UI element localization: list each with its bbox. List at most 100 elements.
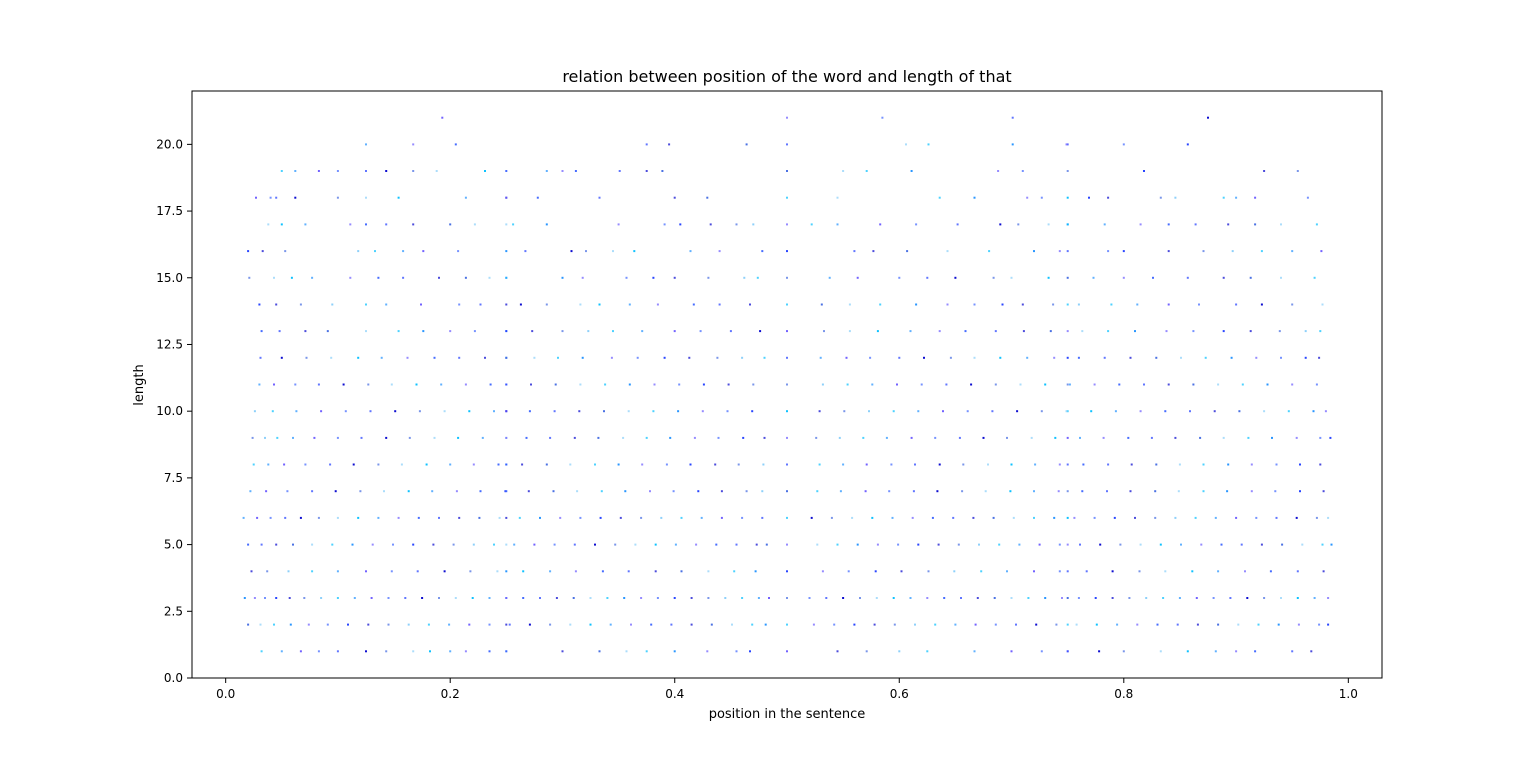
data-point bbox=[962, 463, 965, 466]
data-point bbox=[786, 223, 788, 226]
data-point bbox=[554, 383, 557, 386]
data-point bbox=[247, 250, 250, 253]
data-point bbox=[970, 383, 973, 386]
data-point bbox=[786, 196, 788, 199]
data-point bbox=[404, 597, 407, 599]
data-point bbox=[243, 597, 246, 599]
data-point bbox=[690, 623, 693, 626]
data-point bbox=[984, 490, 987, 493]
data-point bbox=[938, 196, 941, 199]
data-point bbox=[407, 623, 410, 626]
data-point bbox=[1103, 356, 1106, 359]
data-point bbox=[699, 330, 702, 333]
data-point bbox=[458, 356, 461, 359]
data-point bbox=[1291, 650, 1294, 653]
data-point bbox=[820, 303, 823, 306]
data-point bbox=[472, 463, 475, 466]
data-point bbox=[1178, 463, 1181, 466]
data-point bbox=[1092, 276, 1095, 279]
data-point bbox=[910, 436, 913, 439]
data-point bbox=[1306, 196, 1309, 199]
data-point bbox=[821, 570, 824, 573]
data-point bbox=[627, 570, 630, 573]
data-point bbox=[1119, 543, 1122, 546]
data-point bbox=[761, 490, 764, 493]
data-point bbox=[294, 383, 297, 386]
data-point bbox=[812, 623, 815, 626]
data-point bbox=[1244, 570, 1246, 573]
y-tick-label: 20.0 bbox=[156, 137, 183, 151]
data-point bbox=[259, 623, 262, 626]
data-point bbox=[1155, 356, 1158, 359]
data-point bbox=[1330, 543, 1333, 546]
x-tick-label: 0.2 bbox=[441, 687, 460, 701]
data-point bbox=[818, 410, 821, 413]
data-point bbox=[365, 196, 367, 199]
data-point bbox=[749, 650, 751, 653]
data-point bbox=[1134, 330, 1136, 333]
data-point bbox=[764, 623, 767, 626]
data-point bbox=[786, 143, 788, 146]
data-point bbox=[641, 330, 644, 333]
data-point bbox=[1129, 356, 1132, 359]
data-point bbox=[1199, 436, 1202, 439]
data-point bbox=[1198, 303, 1200, 306]
data-point bbox=[808, 597, 811, 599]
data-point bbox=[936, 490, 939, 493]
y-tick-label: 7.5 bbox=[164, 471, 183, 485]
data-point bbox=[1296, 170, 1299, 172]
data-point bbox=[881, 116, 884, 119]
data-point bbox=[1315, 223, 1318, 226]
data-point bbox=[640, 516, 643, 519]
data-point bbox=[1177, 490, 1180, 493]
data-point bbox=[533, 543, 536, 546]
data-point bbox=[1099, 543, 1102, 546]
data-point bbox=[528, 410, 531, 413]
data-point bbox=[733, 570, 736, 573]
data-point bbox=[706, 650, 709, 653]
data-point bbox=[397, 196, 400, 199]
y-tick-label: 0.0 bbox=[164, 671, 183, 685]
data-point bbox=[914, 463, 916, 466]
data-point bbox=[974, 623, 977, 626]
data-point bbox=[1230, 356, 1233, 359]
data-point bbox=[294, 170, 297, 172]
data-point bbox=[741, 516, 744, 519]
data-point bbox=[429, 650, 431, 653]
data-point bbox=[601, 570, 604, 573]
data-point bbox=[273, 276, 275, 279]
data-point bbox=[561, 170, 564, 172]
data-point bbox=[786, 543, 788, 546]
data-point bbox=[727, 383, 730, 386]
data-point bbox=[839, 490, 842, 493]
data-point bbox=[1111, 570, 1114, 573]
data-point bbox=[435, 170, 438, 172]
data-point bbox=[1082, 463, 1085, 466]
data-point bbox=[387, 623, 390, 626]
data-point bbox=[259, 356, 262, 359]
data-point bbox=[604, 383, 607, 386]
data-point bbox=[522, 597, 525, 599]
data-point bbox=[1011, 143, 1014, 146]
data-point bbox=[1145, 597, 1148, 599]
data-point bbox=[1212, 597, 1215, 599]
data-point bbox=[994, 383, 997, 386]
data-point bbox=[768, 597, 770, 599]
data-point bbox=[619, 516, 622, 519]
data-point bbox=[342, 383, 345, 386]
data-point bbox=[650, 623, 653, 626]
data-point bbox=[493, 543, 495, 546]
data-point bbox=[716, 356, 719, 359]
data-point bbox=[518, 516, 521, 519]
data-point bbox=[972, 516, 975, 519]
data-point bbox=[1026, 356, 1029, 359]
data-point bbox=[786, 170, 788, 172]
data-point bbox=[1044, 383, 1047, 386]
data-point bbox=[710, 623, 713, 626]
data-point bbox=[1167, 383, 1170, 386]
data-point bbox=[914, 623, 916, 626]
data-point bbox=[765, 543, 768, 546]
data-point bbox=[1066, 330, 1069, 333]
data-point bbox=[1174, 516, 1177, 519]
data-point bbox=[519, 303, 522, 306]
